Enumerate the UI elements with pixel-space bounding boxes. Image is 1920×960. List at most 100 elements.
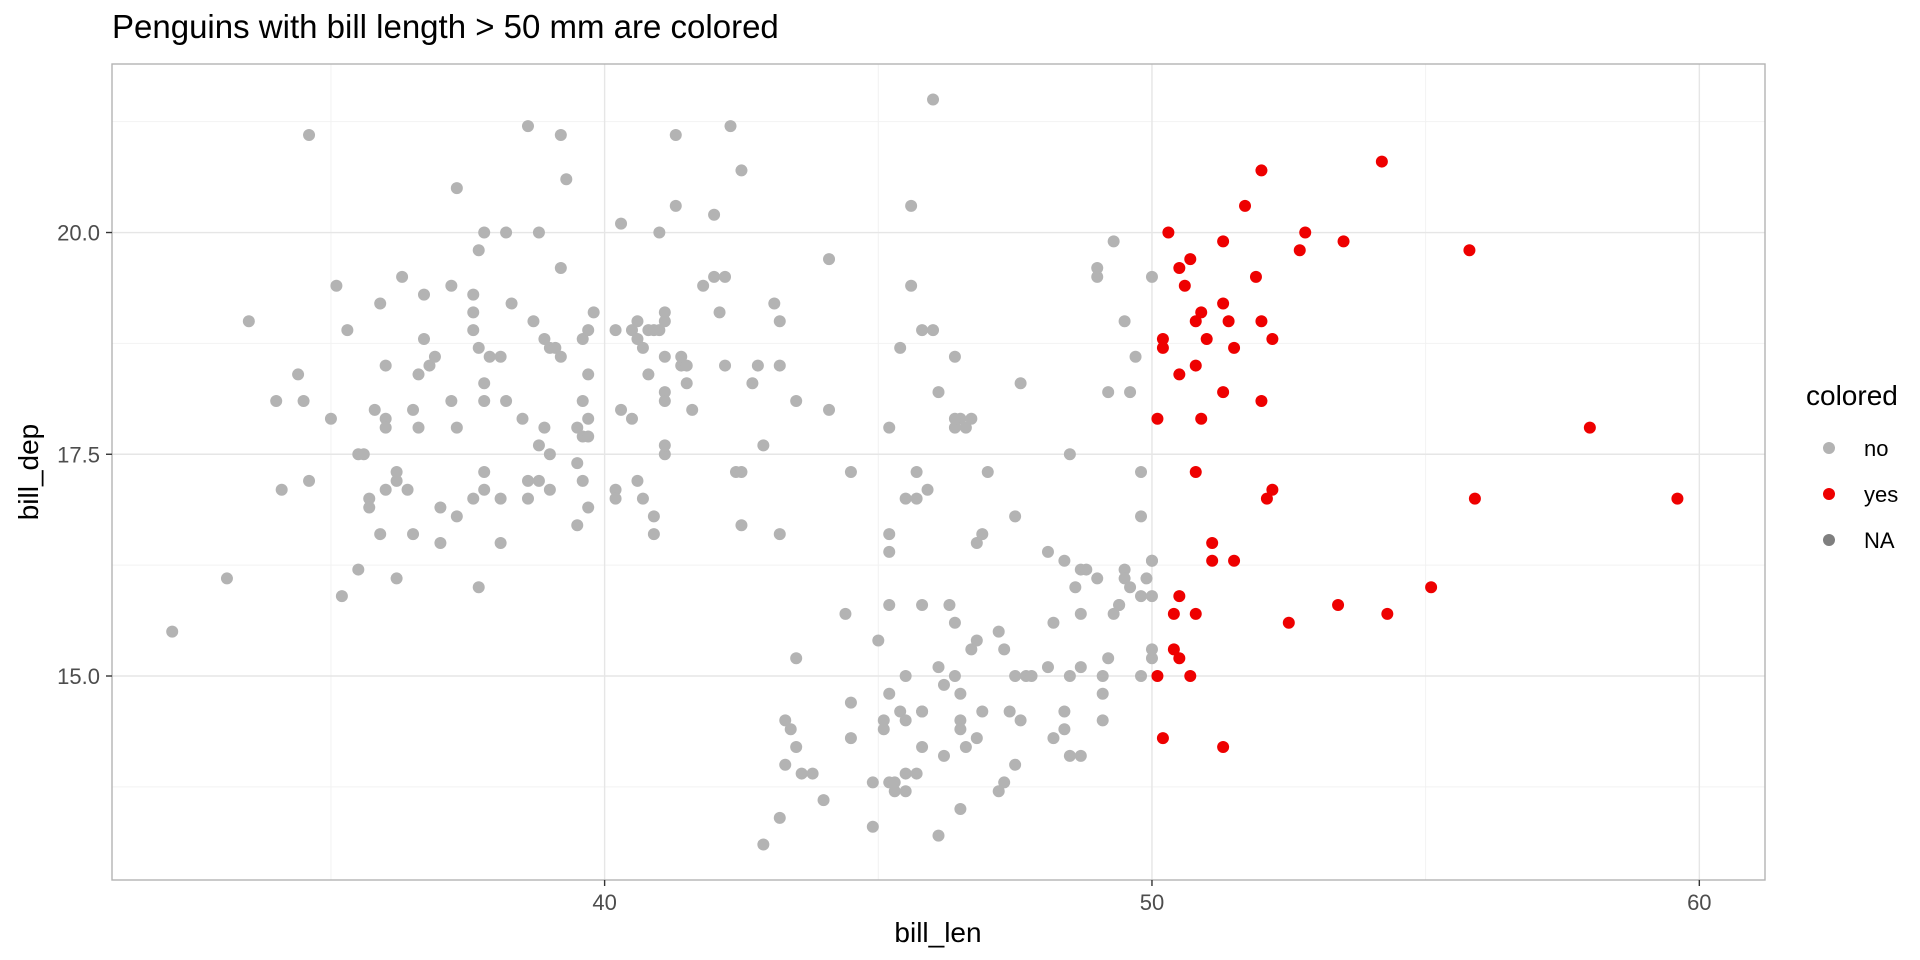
data-point-no <box>467 324 480 337</box>
data-point-no <box>554 262 567 274</box>
data-point-yes <box>1337 235 1350 248</box>
data-point-yes <box>1151 670 1164 682</box>
data-point-no <box>472 581 485 594</box>
data-point-yes <box>1206 554 1219 567</box>
data-point-no <box>1135 590 1148 603</box>
data-point-no <box>1145 590 1158 603</box>
data-point-no <box>631 474 644 487</box>
data-point-no <box>571 457 584 470</box>
data-point-no <box>773 811 786 824</box>
data-point-no <box>899 767 912 780</box>
data-point-no <box>1113 599 1126 612</box>
data-point-no <box>407 403 420 416</box>
data-point-yes <box>1463 244 1476 257</box>
data-point-no <box>669 128 682 141</box>
data-point-no <box>571 421 584 434</box>
data-point-no <box>379 359 392 372</box>
data-point-no <box>768 297 781 310</box>
data-point-no <box>669 199 682 212</box>
legend-title: colored <box>1806 380 1898 411</box>
data-point-yes <box>1173 652 1186 665</box>
data-point-yes <box>1189 466 1202 478</box>
data-point-no <box>412 368 425 381</box>
data-point-no <box>434 501 447 514</box>
data-point-no <box>790 740 803 753</box>
data-point-no <box>899 714 912 727</box>
data-point-no <box>625 412 638 425</box>
data-point-no <box>1145 554 1158 567</box>
data-point-no <box>970 634 983 647</box>
data-point-no <box>335 590 348 603</box>
data-point-no <box>916 705 929 718</box>
data-point-no <box>1041 545 1054 558</box>
data-point-no <box>844 466 857 478</box>
data-point-no <box>521 492 534 505</box>
data-point-no <box>773 528 786 541</box>
x-tick-label: 60 <box>1687 890 1711 915</box>
data-point-yes <box>1151 412 1164 425</box>
data-point-no <box>576 474 589 487</box>
data-point-no <box>948 670 961 682</box>
data-point-no <box>1014 377 1027 390</box>
data-point-no <box>1102 386 1115 399</box>
data-point-no <box>965 643 978 656</box>
y-tick-label: 15.0 <box>57 664 100 689</box>
data-point-no <box>1047 732 1060 745</box>
minor-gridlines <box>112 64 1765 880</box>
data-point-no <box>554 350 567 363</box>
data-point-no <box>1091 262 1104 274</box>
data-point-no <box>899 670 912 682</box>
data-point-no <box>954 723 967 736</box>
data-point-no <box>708 270 721 283</box>
data-point-no <box>735 519 748 532</box>
data-point-yes <box>1266 332 1279 345</box>
data-point-yes <box>1293 244 1306 257</box>
data-point-no <box>883 599 896 612</box>
data-point-no <box>724 120 737 133</box>
data-point-no <box>877 714 890 727</box>
data-point-no <box>806 767 819 780</box>
data-point-no <box>779 758 792 771</box>
data-point-no <box>636 341 649 354</box>
data-point-no <box>478 377 491 390</box>
data-point-yes <box>1228 341 1241 354</box>
data-point-no <box>839 607 852 620</box>
data-point-yes <box>1195 412 1208 425</box>
data-point-no <box>976 528 989 541</box>
data-point-no <box>516 412 529 425</box>
data-point-no <box>1096 714 1109 727</box>
data-point-no <box>374 528 387 541</box>
data-point-no <box>937 678 950 691</box>
data-point-no <box>478 395 491 408</box>
data-point-no <box>636 492 649 505</box>
data-point-yes <box>1178 279 1191 292</box>
data-point-no <box>658 306 671 319</box>
data-point-no <box>500 226 513 239</box>
data-point-no <box>303 474 316 487</box>
data-point-no <box>407 528 420 541</box>
data-point-yes <box>1282 616 1295 629</box>
data-point-no <box>948 350 961 363</box>
data-point-no <box>1063 670 1076 682</box>
legend-key-no <box>1823 442 1835 454</box>
data-point-no <box>932 829 945 842</box>
data-point-no <box>894 705 907 718</box>
data-point-no <box>483 350 496 363</box>
data-point-no <box>478 226 491 239</box>
data-point-no <box>948 616 961 629</box>
data-point-no <box>478 466 491 478</box>
data-point-yes <box>1332 599 1345 612</box>
data-point-no <box>877 723 890 736</box>
data-point-no <box>680 377 693 390</box>
data-point-no <box>948 421 961 434</box>
y-axis-ticks: 15.0 17.5 20.0 <box>57 221 112 689</box>
data-point-no <box>1091 572 1104 585</box>
data-point-no <box>658 350 671 363</box>
data-point-no <box>450 421 463 434</box>
data-point-no <box>647 528 660 541</box>
data-point-no <box>883 528 896 541</box>
data-point-yes <box>1173 368 1186 381</box>
data-point-no <box>998 643 1011 656</box>
data-point-yes <box>1381 607 1394 620</box>
